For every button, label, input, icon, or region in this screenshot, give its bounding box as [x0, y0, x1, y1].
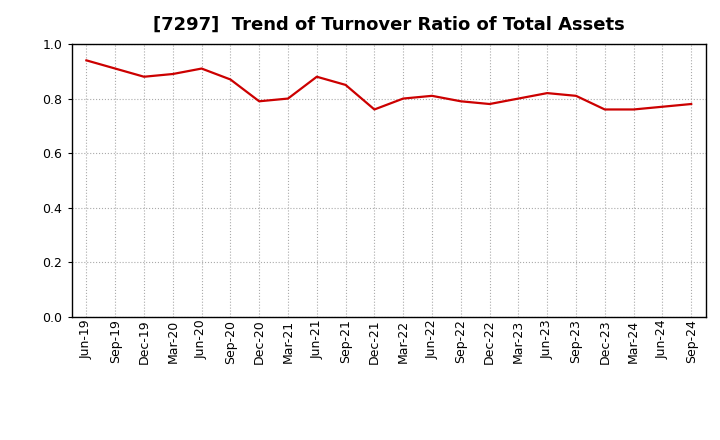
Title: [7297]  Trend of Turnover Ratio of Total Assets: [7297] Trend of Turnover Ratio of Total …: [153, 16, 625, 34]
